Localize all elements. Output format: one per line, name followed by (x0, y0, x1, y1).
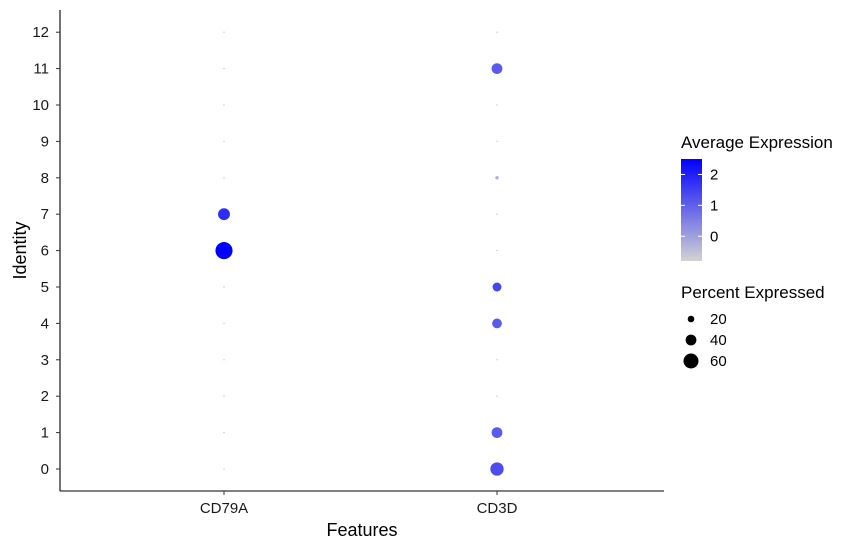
x-tick-label: CD79A (200, 500, 248, 517)
data-point (218, 208, 230, 221)
size-legend-title: Percent Expressed (681, 283, 825, 302)
data-point (496, 359, 498, 361)
y-tick-label: 6 (41, 243, 49, 260)
x-tick-label: CD3D (477, 500, 518, 517)
data-point (496, 104, 498, 106)
data-point (215, 242, 233, 260)
y-tick-label: 3 (41, 352, 49, 369)
data-point (223, 31, 225, 33)
y-tick-label: 4 (41, 315, 49, 332)
y-tick-label: 7 (41, 206, 49, 223)
size-legend-dot (687, 315, 695, 323)
y-tick-label: 12 (32, 24, 49, 41)
data-point (223, 140, 225, 143)
data-point (496, 249, 498, 252)
y-tick-label: 11 (33, 61, 49, 78)
y-tick-label: 5 (41, 279, 49, 296)
size-legend-dot (683, 353, 699, 369)
y-tick-label: 9 (41, 133, 49, 150)
y-tick-label: 8 (41, 170, 49, 187)
size-legend-label: 20 (710, 311, 727, 328)
data-point (223, 468, 225, 470)
data-point (223, 67, 225, 70)
data-point (492, 282, 502, 292)
data-point (491, 63, 503, 74)
data-point (223, 431, 225, 434)
data-point (223, 322, 225, 325)
color-legend-label: 0 (710, 228, 718, 245)
y-axis-title: Identity (10, 221, 30, 279)
data-point (223, 395, 225, 397)
data-point (496, 395, 498, 397)
y-tick-label: 10 (32, 97, 49, 114)
data-point (223, 359, 225, 361)
size-legend-label: 60 (710, 353, 727, 370)
y-tick-label: 1 (41, 425, 49, 442)
data-point (496, 140, 498, 143)
size-legend-dot (685, 334, 697, 346)
data-point (492, 318, 502, 329)
data-point (496, 31, 498, 33)
color-legend-bar (681, 159, 702, 261)
x-axis-title: Features (326, 520, 397, 540)
data-point (491, 427, 503, 438)
y-tick-label: 0 (41, 461, 49, 478)
data-point (490, 462, 504, 476)
color-legend-label: 2 (710, 166, 718, 183)
data-point (496, 213, 498, 215)
data-point (223, 177, 225, 179)
data-point (495, 176, 499, 180)
size-legend-label: 40 (710, 332, 727, 349)
data-point (223, 286, 225, 288)
y-tick-label: 2 (41, 388, 49, 405)
color-legend-label: 1 (710, 197, 718, 214)
color-legend-title: Average Expression (681, 133, 833, 152)
data-point (223, 104, 225, 106)
